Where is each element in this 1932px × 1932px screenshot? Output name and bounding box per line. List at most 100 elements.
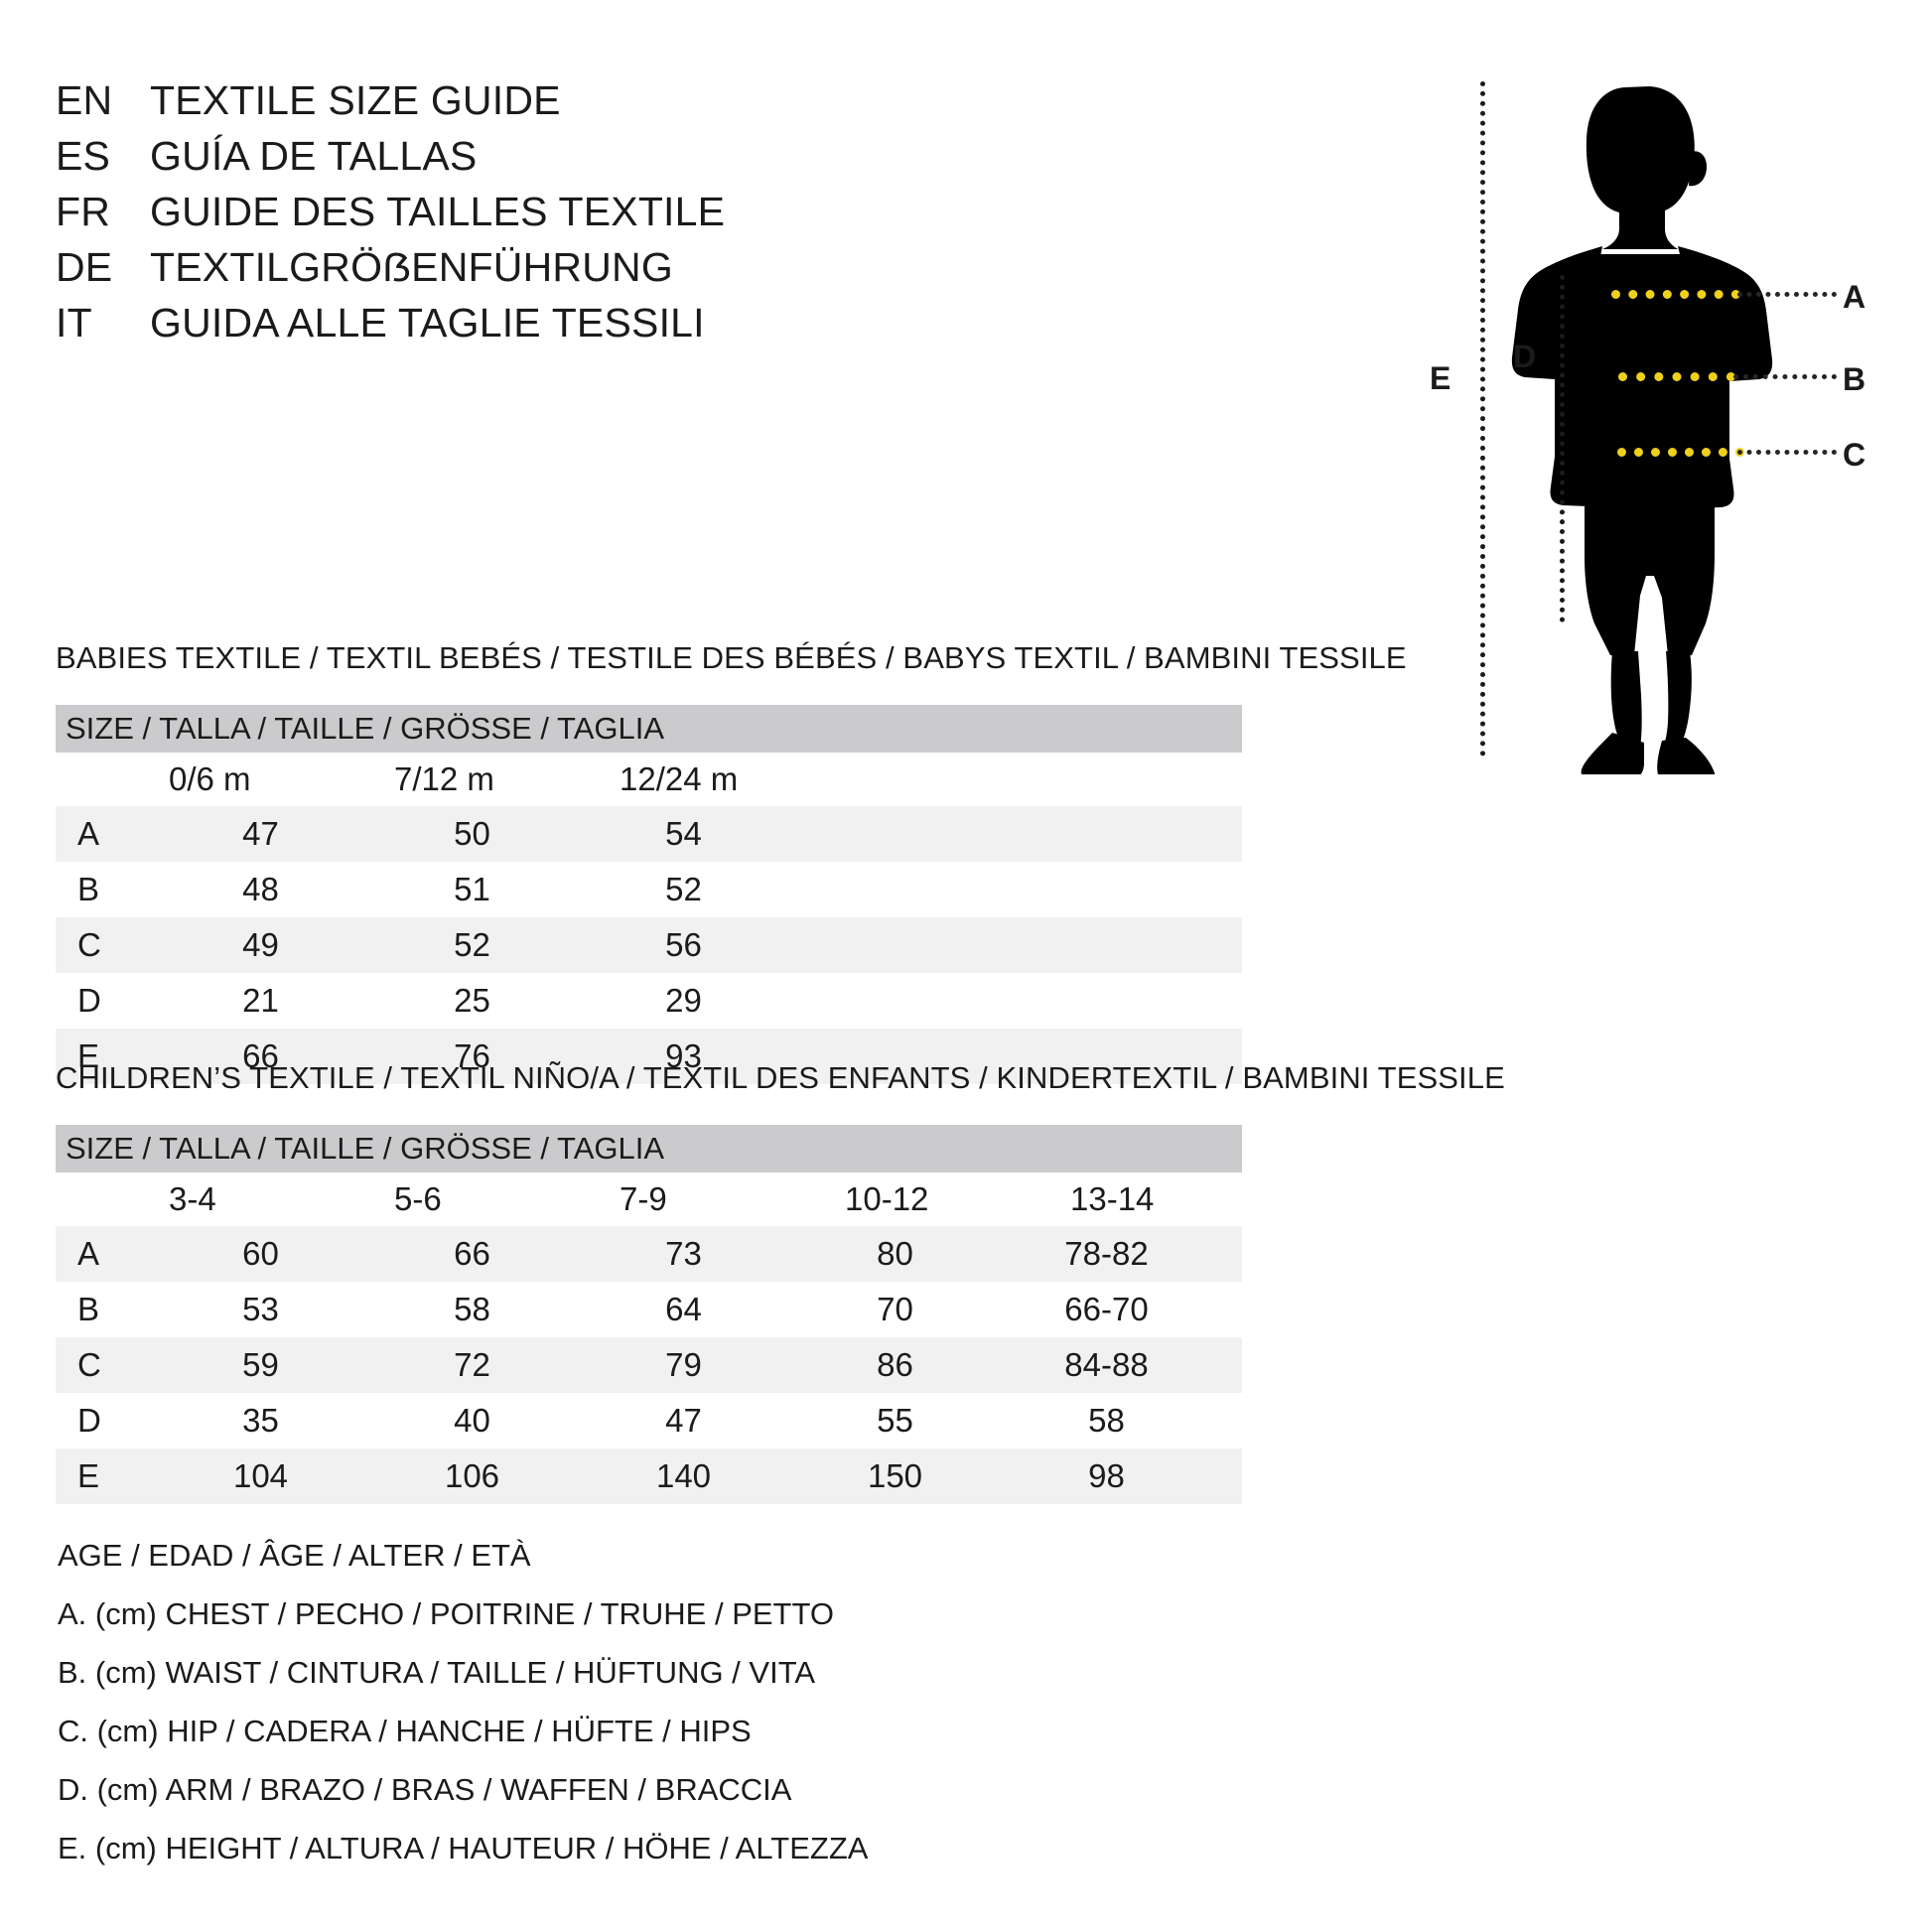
figure-label-d: D <box>1513 339 1537 374</box>
babies-column-header-row: 0/6 m 7/12 m 12/24 m <box>56 753 1242 806</box>
legend-line-c-hip: C. (cm) HIP / CADERA / HANCHE / HÜFTE / … <box>58 1714 752 1748</box>
children-cell-d-0: 35 <box>242 1402 279 1439</box>
figure-label-a: A <box>1843 279 1866 315</box>
language-row-en: EN TEXTILE SIZE GUIDE <box>56 77 949 133</box>
language-title-it: GUIDA ALLE TAGLIE TESSILI <box>150 300 705 345</box>
table-row: E 104 106 140 150 98 <box>56 1449 1242 1504</box>
babies-size-table: SIZE / TALLA / TAILLE / GRÖSSE / TAGLIA … <box>56 705 1242 1084</box>
children-cell-e-2: 140 <box>655 1457 712 1494</box>
table-row: A 60 66 73 80 78-82 <box>56 1226 1242 1282</box>
children-row-label-c: C <box>77 1346 101 1383</box>
table-row: D 21 25 29 <box>56 973 1242 1029</box>
children-cell-c-3: 86 <box>877 1346 913 1383</box>
babies-row-label-c: C <box>77 926 101 963</box>
children-cell-a-4: 78-82 <box>1064 1235 1149 1272</box>
table-row: A 47 50 54 <box>56 806 1242 862</box>
babies-cell-b-2: 52 <box>665 871 702 907</box>
legend-line-d-arm: D. (cm) ARM / BRAZO / BRAS / WAFFEN / BR… <box>58 1772 792 1807</box>
babies-column-header-0: 0/6 m <box>169 760 251 797</box>
hip-measure-line <box>1617 448 1744 457</box>
children-row-label-b: B <box>77 1291 100 1327</box>
babies-row-label-b: B <box>77 871 100 907</box>
table-row: C 49 52 56 <box>56 917 1242 973</box>
children-cell-c-2: 79 <box>665 1346 702 1383</box>
arm-reference-line <box>1560 275 1565 622</box>
children-column-header-2: 7-9 <box>620 1180 667 1217</box>
children-table-header-bar: SIZE / TALLA / TAILLE / GRÖSSE / TAGLIA <box>56 1125 1242 1173</box>
language-row-de: DE TEXTILGRÖẞENFÜHRUNG <box>56 244 949 300</box>
babies-cell-b-0: 48 <box>242 871 279 907</box>
table-row: D 35 40 47 55 58 <box>56 1393 1242 1449</box>
babies-cell-c-1: 52 <box>454 926 490 963</box>
figure-label-e: E <box>1430 360 1451 396</box>
waist-leader-line <box>1733 374 1837 379</box>
children-cell-d-4: 58 <box>1088 1402 1125 1439</box>
babies-cell-e-1: 76 <box>454 1037 490 1074</box>
babies-cell-e-2: 93 <box>665 1037 702 1074</box>
children-row-label-d: D <box>77 1402 101 1439</box>
children-table-header-label: SIZE / TALLA / TAILLE / GRÖSSE / TAGLIA <box>66 1131 665 1166</box>
children-row-label-e: E <box>77 1457 100 1494</box>
legend-line-b-waist: B. (cm) WAIST / CINTURA / TAILLE / HÜFTU… <box>58 1655 816 1690</box>
table-row: C 59 72 79 86 84-88 <box>56 1337 1242 1393</box>
hip-leader-line <box>1737 450 1837 455</box>
babies-cell-c-2: 56 <box>665 926 702 963</box>
table-row: B 48 51 52 <box>56 862 1242 917</box>
children-cell-b-2: 64 <box>665 1291 702 1327</box>
children-cell-c-0: 59 <box>242 1346 279 1383</box>
language-row-it: IT GUIDA ALLE TAGLIE TESSILI <box>56 300 949 355</box>
babies-cell-a-1: 50 <box>454 815 490 852</box>
children-cell-a-3: 80 <box>877 1235 913 1272</box>
babies-cell-a-0: 47 <box>242 815 279 852</box>
children-cell-e-3: 150 <box>867 1457 923 1494</box>
figure-label-b: B <box>1843 361 1866 397</box>
children-row-label-a: A <box>77 1235 100 1272</box>
babies-section-title: BABIES TEXTILE / TEXTIL BEBÉS / TESTILE … <box>56 640 1407 675</box>
figure-label-c: C <box>1843 437 1866 473</box>
language-title-de: TEXTILGRÖẞENFÜHRUNG <box>150 244 673 290</box>
language-title-es: GUÍA DE TALLAS <box>150 133 478 179</box>
babies-column-header-2: 12/24 m <box>620 760 739 797</box>
babies-cell-d-1: 25 <box>454 982 490 1019</box>
language-code-en: EN <box>56 77 113 123</box>
children-column-header-0: 3-4 <box>169 1180 216 1217</box>
children-cell-b-4: 66-70 <box>1064 1291 1149 1327</box>
children-cell-e-4: 98 <box>1088 1457 1125 1494</box>
chest-leader-line <box>1737 292 1837 297</box>
children-size-table: SIZE / TALLA / TAILLE / GRÖSSE / TAGLIA … <box>56 1125 1242 1504</box>
children-section-title: CHILDREN’S TEXTILE / TEXTIL NIÑO/A / TEX… <box>56 1060 1505 1095</box>
language-code-es: ES <box>56 133 111 179</box>
language-row-es: ES GUÍA DE TALLAS <box>56 133 949 189</box>
children-cell-a-2: 73 <box>665 1235 702 1272</box>
children-cell-e-1: 106 <box>444 1457 500 1494</box>
table-row: B 53 58 64 70 66-70 <box>56 1282 1242 1337</box>
babies-row-label-d: D <box>77 982 101 1019</box>
table-row: E 66 76 93 <box>56 1029 1242 1084</box>
waist-measure-line <box>1618 372 1735 381</box>
language-title-en: TEXTILE SIZE GUIDE <box>150 77 561 123</box>
child-silhouette-icon <box>1511 86 1773 774</box>
babies-cell-b-1: 51 <box>454 871 490 907</box>
children-cell-d-1: 40 <box>454 1402 490 1439</box>
babies-cell-d-2: 29 <box>665 982 702 1019</box>
height-reference-line <box>1480 81 1485 757</box>
children-cell-a-1: 66 <box>454 1235 490 1272</box>
babies-table-header-label: SIZE / TALLA / TAILLE / GRÖSSE / TAGLIA <box>66 711 665 746</box>
children-cell-b-3: 70 <box>877 1291 913 1327</box>
language-code-de: DE <box>56 244 113 290</box>
children-cell-d-3: 55 <box>877 1402 913 1439</box>
babies-cell-d-0: 21 <box>242 982 279 1019</box>
language-code-it: IT <box>56 300 92 345</box>
child-measurement-diagram: E D A B C <box>1380 60 1932 774</box>
legend-line-age: AGE / EDAD / ÂGE / ALTER / ETÀ <box>58 1538 531 1573</box>
babies-cell-a-2: 54 <box>665 815 702 852</box>
babies-cell-c-0: 49 <box>242 926 279 963</box>
babies-column-header-1: 7/12 m <box>394 760 494 797</box>
language-row-fr: FR GUIDE DES TAILLES TEXTILE <box>56 189 949 244</box>
children-cell-c-1: 72 <box>454 1346 490 1383</box>
children-column-header-row: 3-4 5-6 7-9 10-12 13-14 <box>56 1173 1242 1226</box>
language-code-fr: FR <box>56 189 111 234</box>
babies-cell-e-0: 66 <box>242 1037 279 1074</box>
language-title-fr: GUIDE DES TAILLES TEXTILE <box>150 189 726 234</box>
